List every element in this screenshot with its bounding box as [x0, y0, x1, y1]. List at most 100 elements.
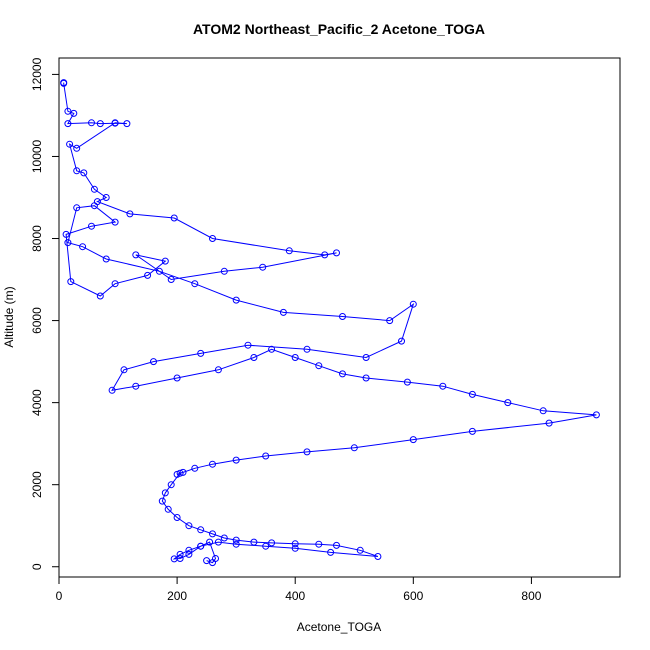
data-point — [386, 317, 394, 325]
data-point — [504, 399, 512, 407]
data-point — [439, 382, 447, 390]
data-point — [179, 468, 187, 476]
data-point — [197, 349, 205, 357]
data-point — [244, 341, 252, 349]
data-point — [90, 185, 98, 193]
data-point — [161, 489, 169, 497]
data-point — [102, 194, 110, 201]
data-point — [209, 460, 216, 468]
data-point — [67, 278, 75, 286]
data-point — [62, 230, 70, 238]
y-axis-label: Altitude (m) — [2, 286, 16, 347]
data-point — [291, 354, 299, 361]
data-point — [79, 243, 87, 251]
y-axis: 0 2000 4000 6000 8000 10000 12000 — [30, 57, 60, 570]
y-tick-label: 2000 — [30, 471, 44, 498]
data-point — [144, 271, 152, 279]
data-point — [214, 538, 222, 546]
y-tick-label: 0 — [30, 563, 44, 570]
data-point — [259, 263, 267, 271]
data-point — [197, 542, 205, 550]
data-point — [232, 536, 240, 544]
data-point — [303, 448, 311, 456]
x-tick-label: 800 — [521, 589, 541, 603]
data-point — [155, 267, 163, 275]
data-point — [123, 120, 131, 128]
data-point — [173, 374, 181, 382]
data-point — [170, 555, 178, 563]
data-point — [291, 544, 299, 552]
data-point — [268, 345, 276, 353]
data-point — [362, 354, 370, 361]
data-point — [167, 276, 175, 283]
data-point — [209, 235, 216, 242]
data-point — [403, 378, 411, 386]
data-point — [90, 202, 98, 210]
data-point — [161, 257, 169, 265]
data-point — [315, 540, 323, 548]
data-point — [339, 313, 346, 320]
x-tick-label: 0 — [56, 589, 63, 603]
data-point — [220, 267, 228, 275]
data-point — [73, 204, 81, 212]
data-point — [350, 444, 358, 452]
data-point — [409, 300, 417, 308]
data-point — [339, 370, 346, 378]
data-point — [303, 345, 311, 353]
data-point — [185, 546, 193, 554]
y-tick-label: 12000 — [30, 57, 44, 91]
data-point — [64, 107, 72, 115]
data-point — [214, 366, 222, 374]
data-point — [592, 411, 600, 419]
data-point — [73, 167, 81, 175]
data-point — [268, 539, 276, 547]
y-tick-label: 10000 — [30, 139, 44, 173]
x-axis-label: Acetone_TOGA — [297, 620, 382, 634]
data-point — [250, 538, 258, 546]
data-point — [321, 251, 329, 259]
y-tick-label: 6000 — [30, 307, 44, 334]
x-tick-label: 400 — [285, 589, 305, 603]
data-point — [374, 553, 382, 560]
data-point — [279, 308, 287, 316]
data-point — [111, 280, 119, 288]
data-point — [167, 481, 175, 489]
data-point — [262, 452, 270, 460]
y-tick-label: 8000 — [30, 225, 44, 252]
plot-area — [60, 79, 600, 567]
data-point — [132, 382, 140, 390]
data-point — [191, 464, 199, 472]
data-point — [96, 120, 104, 128]
data-point — [333, 541, 340, 549]
data-point — [356, 546, 364, 554]
data-point — [126, 210, 134, 218]
data-point — [468, 427, 476, 435]
data-point — [60, 79, 68, 87]
data-point — [111, 218, 119, 226]
data-point — [232, 456, 240, 464]
data-point — [70, 109, 78, 117]
data-point — [176, 469, 184, 477]
data-point — [66, 140, 74, 148]
data-point — [132, 251, 140, 259]
series-line — [63, 82, 597, 564]
data-point — [327, 548, 335, 556]
data-point — [468, 390, 476, 398]
data-point — [203, 557, 211, 565]
data-point — [64, 120, 72, 128]
data-point — [96, 292, 104, 300]
data-point — [220, 534, 228, 542]
data-point — [120, 366, 128, 374]
chart-title: ATOM2 Northeast_Pacific_2 Acetone_TOGA — [193, 21, 485, 37]
data-point — [250, 354, 258, 361]
data-point — [185, 522, 193, 530]
x-tick-label: 200 — [167, 589, 187, 603]
x-axis: 0 200 400 600 800 — [56, 576, 542, 603]
data-point — [232, 296, 240, 304]
data-point — [111, 119, 119, 127]
data-point — [197, 526, 205, 534]
data-point — [185, 550, 193, 558]
data-point — [209, 559, 216, 567]
data-point — [88, 119, 95, 127]
